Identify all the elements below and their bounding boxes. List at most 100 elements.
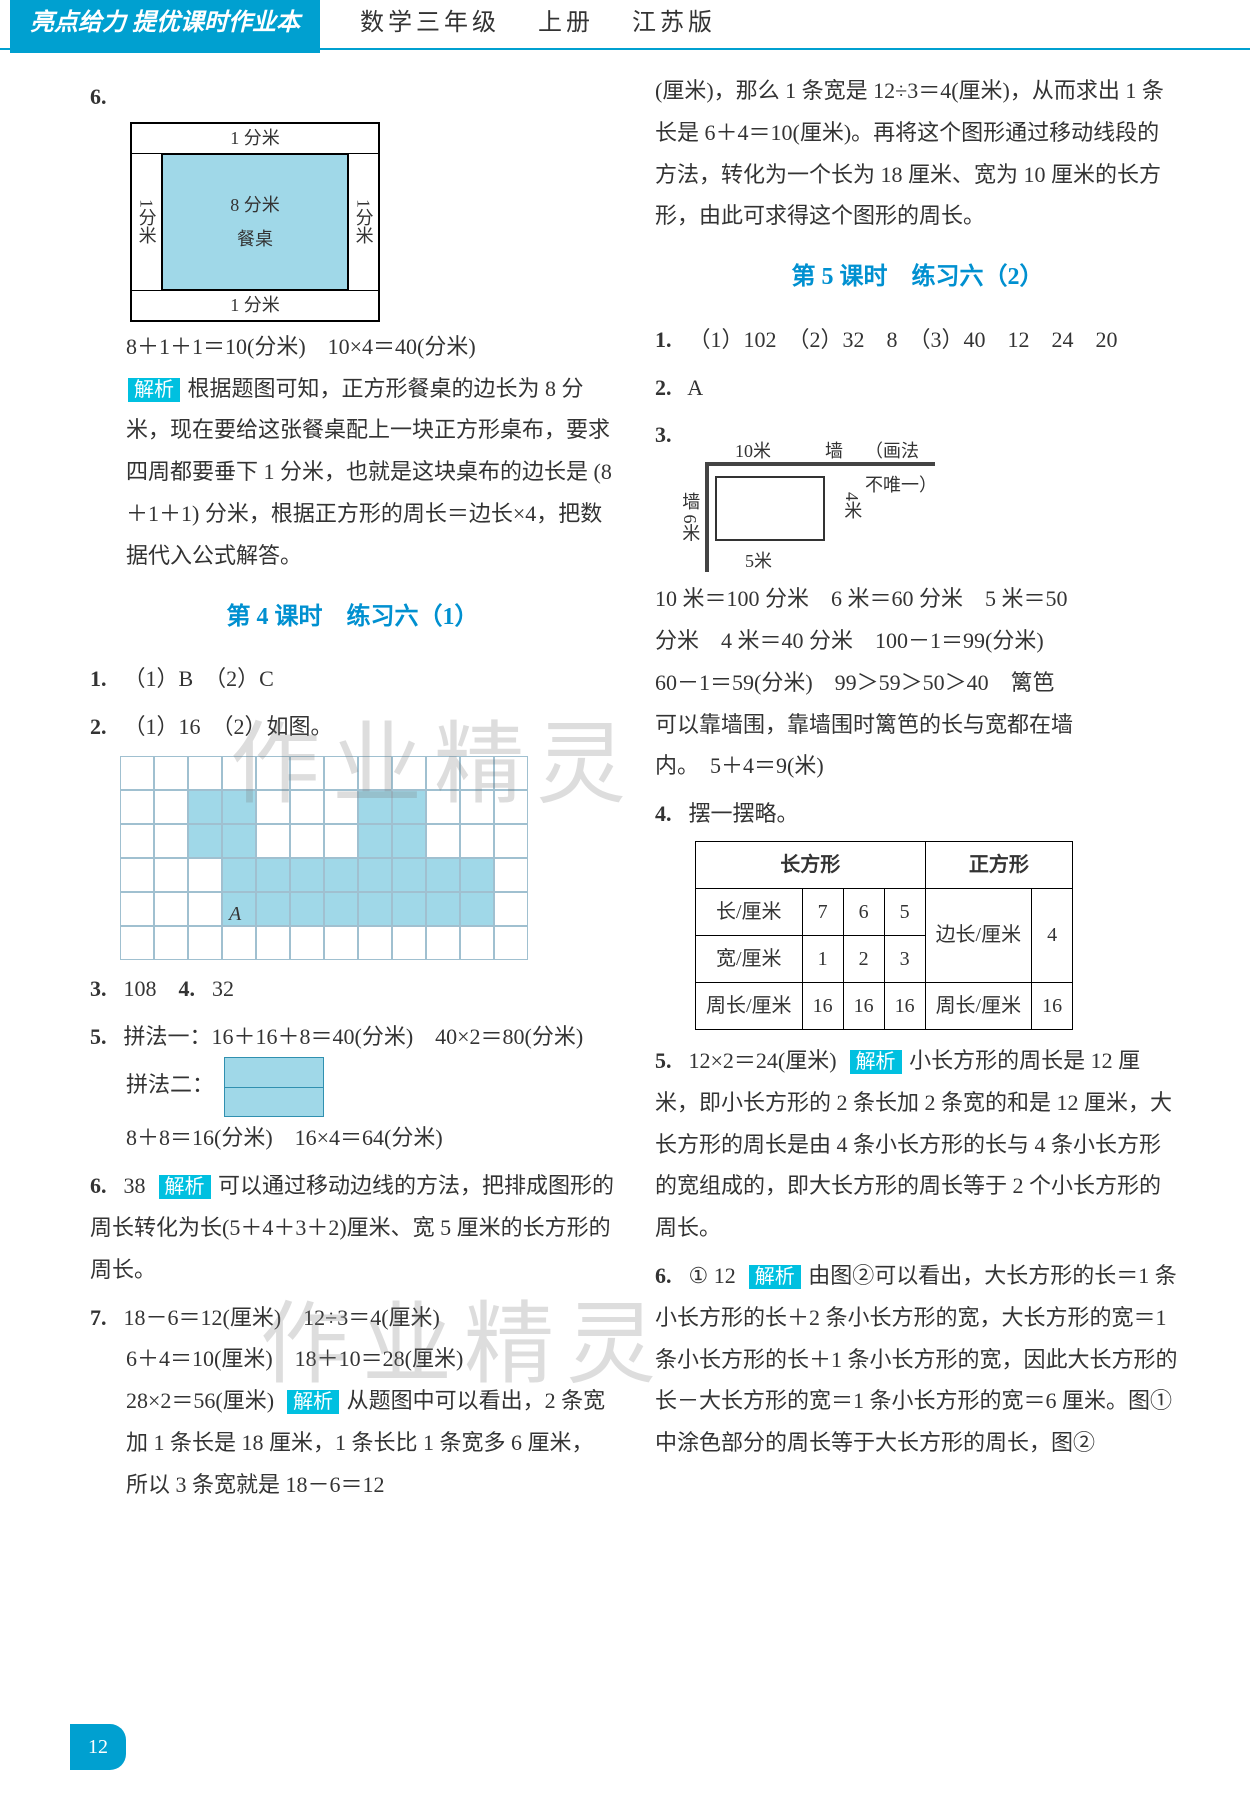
grid-cell <box>222 858 256 892</box>
q6-calc: 8＋1＋1＝10(分米) 10×4＝40(分米) <box>90 326 615 368</box>
s4-q3q4: 3. 108 4. 32 <box>90 968 615 1010</box>
grid-cell <box>494 756 528 790</box>
grid-cell <box>358 858 392 892</box>
s5-q2: 2. A <box>655 367 1180 409</box>
grid-cell <box>188 790 222 824</box>
grid-cell <box>290 790 324 824</box>
shape-grid <box>120 756 615 960</box>
grid-cell <box>460 756 494 790</box>
grid-cell <box>154 926 188 960</box>
analysis-tag: 解析 <box>159 1175 211 1199</box>
q6-analysis-block: 解析 根据题图可知，正方形餐桌的边长为 8 分米，现在要给这张餐桌配上一块正方形… <box>90 368 615 577</box>
s4-q5: 5. 拼法一：16＋16＋8＝40(分米) 40×2＝80(分米) 拼法二： 8… <box>90 1016 615 1160</box>
grid-cell <box>188 926 222 960</box>
grid-cell <box>188 824 222 858</box>
analysis-tag: 解析 <box>749 1265 801 1289</box>
left-column: 6. 1 分米 1分米 8 分米 餐桌 1分米 1 分米 8＋1＋1＝10(分米… <box>90 70 615 1512</box>
header-subject: 数学三年级 上册 江苏版 <box>360 1 716 47</box>
grid-cell <box>426 858 460 892</box>
grid-cell <box>426 892 460 926</box>
grid-cell <box>188 756 222 790</box>
diagram-bottom: 1 分米 <box>132 290 378 320</box>
grid-cell <box>256 790 290 824</box>
grid-cell <box>460 824 494 858</box>
right-column: (厘米)，那么 1 条宽是 12÷3＝4(厘米)，从而求出 1 条长是 6＋4＝… <box>655 70 1180 1512</box>
grid-cell <box>358 926 392 960</box>
grid-cell <box>120 858 154 892</box>
grid-cell <box>358 790 392 824</box>
page-header: 亮点给力 提优课时作业本 数学三年级 上册 江苏版 <box>0 0 1250 50</box>
grid-cell <box>460 790 494 824</box>
grid-cell <box>120 892 154 926</box>
continuation-text: (厘米)，那么 1 条宽是 12÷3＝4(厘米)，从而求出 1 条长是 6＋4＝… <box>655 70 1180 237</box>
grid-cell <box>154 892 188 926</box>
page-number: 12 <box>70 1724 126 1770</box>
q6-analysis: 根据题图可知，正方形餐桌的边长为 8 分米，现在要给这张餐桌配上一块正方形桌布，… <box>126 376 612 568</box>
grid-cell <box>188 892 222 926</box>
grid-cell <box>256 824 290 858</box>
grid-cell <box>222 824 256 858</box>
grid-cell <box>290 858 324 892</box>
page-content: 6. 1 分米 1分米 8 分米 餐桌 1分米 1 分米 8＋1＋1＝10(分米… <box>0 50 1250 1532</box>
q-number: 6. <box>90 76 118 118</box>
grid-cell <box>222 756 256 790</box>
grid-cell <box>392 824 426 858</box>
table-diagram: 1 分米 1分米 8 分米 餐桌 1分米 1 分米 <box>130 122 380 322</box>
grid-cell <box>154 790 188 824</box>
s4-q2: 2. （1）16 （2）如图。 <box>90 706 615 748</box>
wall-diagram: 10米 墙 （画法不唯一） 墙 6米 4米 5米 <box>675 462 935 572</box>
grid-cell <box>324 824 358 858</box>
grid-cell <box>290 892 324 926</box>
grid-cell <box>222 892 256 926</box>
analysis-tag: 解析 <box>128 378 180 402</box>
q6-block: 6. 1 分米 1分米 8 分米 餐桌 1分米 1 分米 8＋1＋1＝10(分米… <box>90 76 615 577</box>
grid-cell <box>494 790 528 824</box>
diagram-right: 1分米 <box>348 154 378 290</box>
grid-cell <box>494 926 528 960</box>
s5-q1: 1. （1）102 （2）32 8 （3）40 12 24 20 <box>655 319 1180 361</box>
grid-cell <box>324 790 358 824</box>
analysis-tag: 解析 <box>850 1050 902 1074</box>
grid-cell <box>256 756 290 790</box>
grid-cell <box>392 892 426 926</box>
grid-cell <box>494 858 528 892</box>
grid-cell <box>460 858 494 892</box>
grid-cell <box>392 790 426 824</box>
s5-q6: 6. ① 12 解析 由图②可以看出，大长方形的长＝1 条小长方形的长＋2 条小… <box>655 1255 1180 1464</box>
grid-cell <box>188 858 222 892</box>
grid-cell <box>358 824 392 858</box>
grid-cell <box>120 756 154 790</box>
grid-cell <box>256 926 290 960</box>
grid-cell <box>494 824 528 858</box>
grid-cell <box>290 926 324 960</box>
grid-cell <box>290 756 324 790</box>
grid-cell <box>154 756 188 790</box>
analysis-tag: 解析 <box>287 1390 339 1414</box>
s5-q3: 3. 10米 墙 （画法不唯一） 墙 6米 4米 5米 10 米＝100 分米 … <box>655 414 1180 787</box>
pair-rect-diagram <box>224 1057 324 1117</box>
diagram-top: 1 分米 <box>132 124 378 154</box>
grid-cell <box>460 926 494 960</box>
grid-cell <box>256 892 290 926</box>
grid-cell <box>324 858 358 892</box>
s4-q7: 7. 18－6＝12(厘米) 12÷3＝4(厘米) 6＋4＝10(厘米) 18＋… <box>90 1297 615 1506</box>
header-badge: 亮点给力 提优课时作业本 <box>10 0 320 53</box>
grid-cell <box>290 824 324 858</box>
grid-cell <box>392 756 426 790</box>
grid-cell <box>426 790 460 824</box>
section4-title: 第 4 课时 练习六（1） <box>90 595 615 641</box>
grid-cell <box>256 858 290 892</box>
grid-cell <box>120 790 154 824</box>
grid-cell <box>120 824 154 858</box>
grid-cell <box>358 892 392 926</box>
s4-q1: 1. （1）B （2）C <box>90 658 615 700</box>
rect-square-table: 长方形 正方形 长/厘米 7 6 5 边长/厘米 4 宽/厘米 1 2 3 <box>695 841 1073 1030</box>
grid-cell <box>460 892 494 926</box>
grid-cell <box>392 926 426 960</box>
grid-cell <box>120 926 154 960</box>
grid-cell <box>324 892 358 926</box>
grid-cell <box>392 858 426 892</box>
diagram-center: 8 分米 餐桌 <box>162 154 348 290</box>
grid-cell <box>222 790 256 824</box>
s5-q4: 4. 摆一摆略。 长方形 正方形 长/厘米 7 6 5 边长/厘米 4 宽/厘米… <box>655 793 1180 1030</box>
